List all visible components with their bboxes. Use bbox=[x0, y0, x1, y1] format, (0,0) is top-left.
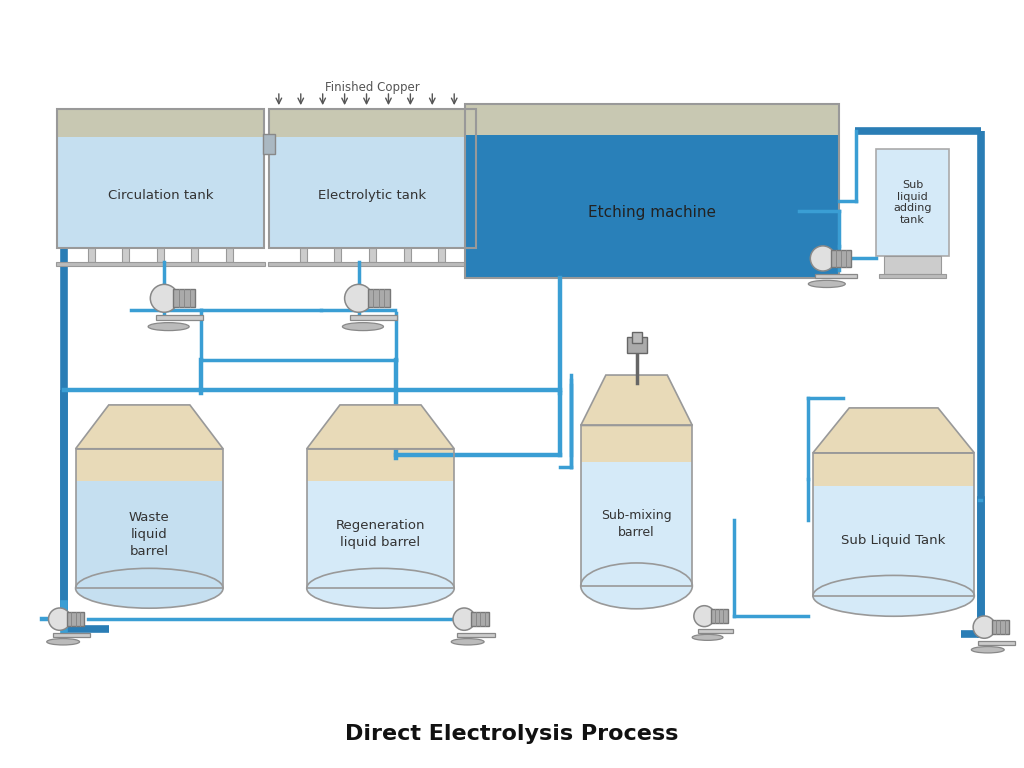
Bar bbox=[173, 290, 196, 307]
Bar bbox=[269, 109, 476, 249]
Circle shape bbox=[694, 606, 715, 627]
Bar bbox=[368, 290, 389, 307]
Bar bbox=[76, 449, 223, 481]
Bar bbox=[876, 149, 949, 257]
Bar bbox=[269, 109, 476, 137]
Bar bbox=[465, 135, 839, 278]
Bar bbox=[156, 316, 203, 320]
Bar bbox=[226, 249, 232, 263]
Polygon shape bbox=[581, 375, 692, 425]
Ellipse shape bbox=[452, 639, 484, 645]
Text: Sub Liquid Tank: Sub Liquid Tank bbox=[842, 535, 946, 547]
Bar bbox=[884, 257, 941, 274]
Text: Sub-mixing
barrel: Sub-mixing barrel bbox=[601, 509, 672, 539]
Bar bbox=[307, 481, 455, 588]
Bar bbox=[268, 263, 477, 266]
Circle shape bbox=[48, 608, 71, 631]
Ellipse shape bbox=[148, 323, 189, 330]
Bar bbox=[307, 449, 455, 588]
Bar bbox=[581, 425, 692, 462]
Bar bbox=[350, 316, 397, 320]
Ellipse shape bbox=[813, 575, 974, 616]
Polygon shape bbox=[813, 408, 974, 453]
Circle shape bbox=[345, 284, 373, 313]
Bar bbox=[831, 250, 851, 266]
Ellipse shape bbox=[692, 634, 723, 641]
Bar bbox=[627, 337, 646, 353]
Bar bbox=[813, 453, 974, 596]
Bar bbox=[813, 485, 974, 596]
Bar bbox=[711, 610, 727, 623]
Bar bbox=[307, 449, 455, 481]
Ellipse shape bbox=[972, 647, 1005, 653]
Ellipse shape bbox=[47, 639, 80, 645]
Bar bbox=[403, 249, 411, 263]
Bar bbox=[56, 109, 264, 137]
Bar bbox=[813, 453, 974, 485]
Bar bbox=[335, 249, 341, 263]
Bar bbox=[465, 104, 839, 135]
Circle shape bbox=[453, 608, 475, 631]
Bar bbox=[157, 249, 164, 263]
Bar bbox=[67, 612, 84, 627]
Bar bbox=[465, 104, 839, 278]
Text: Etching machine: Etching machine bbox=[588, 204, 716, 220]
Bar bbox=[300, 249, 307, 263]
Bar bbox=[122, 249, 129, 263]
Bar bbox=[76, 449, 223, 588]
Bar bbox=[978, 641, 1015, 645]
Text: Finished Copper: Finished Copper bbox=[326, 81, 420, 94]
Circle shape bbox=[973, 616, 995, 638]
Bar bbox=[191, 249, 199, 263]
Bar bbox=[369, 249, 376, 263]
Bar bbox=[55, 263, 265, 266]
Bar bbox=[581, 425, 692, 586]
Bar bbox=[56, 109, 264, 249]
Ellipse shape bbox=[581, 563, 692, 609]
Ellipse shape bbox=[808, 280, 845, 287]
Bar bbox=[698, 629, 733, 633]
Bar bbox=[88, 249, 94, 263]
Text: Waste
liquid
barrel: Waste liquid barrel bbox=[129, 511, 170, 558]
Bar bbox=[471, 612, 489, 627]
Bar bbox=[269, 137, 476, 249]
Text: Direct Electrolysis Process: Direct Electrolysis Process bbox=[345, 723, 679, 743]
Bar bbox=[632, 333, 641, 343]
Ellipse shape bbox=[76, 568, 223, 608]
Bar bbox=[458, 633, 495, 637]
Bar bbox=[815, 274, 857, 278]
Bar bbox=[263, 134, 274, 154]
Bar bbox=[879, 274, 946, 278]
Text: Electrolytic tank: Electrolytic tank bbox=[318, 189, 427, 202]
Text: Regeneration
liquid barrel: Regeneration liquid barrel bbox=[336, 519, 425, 549]
Bar bbox=[581, 462, 692, 586]
Ellipse shape bbox=[342, 323, 383, 330]
Bar bbox=[53, 633, 90, 637]
Circle shape bbox=[151, 284, 178, 313]
Circle shape bbox=[810, 246, 836, 271]
Polygon shape bbox=[307, 405, 455, 449]
Text: Sub
liquid
adding
tank: Sub liquid adding tank bbox=[893, 180, 932, 225]
Polygon shape bbox=[76, 405, 223, 449]
Ellipse shape bbox=[307, 568, 455, 608]
Bar bbox=[438, 249, 445, 263]
Text: Circulation tank: Circulation tank bbox=[108, 189, 213, 202]
Bar bbox=[56, 137, 264, 249]
Bar bbox=[991, 620, 1009, 634]
Bar bbox=[76, 481, 223, 588]
